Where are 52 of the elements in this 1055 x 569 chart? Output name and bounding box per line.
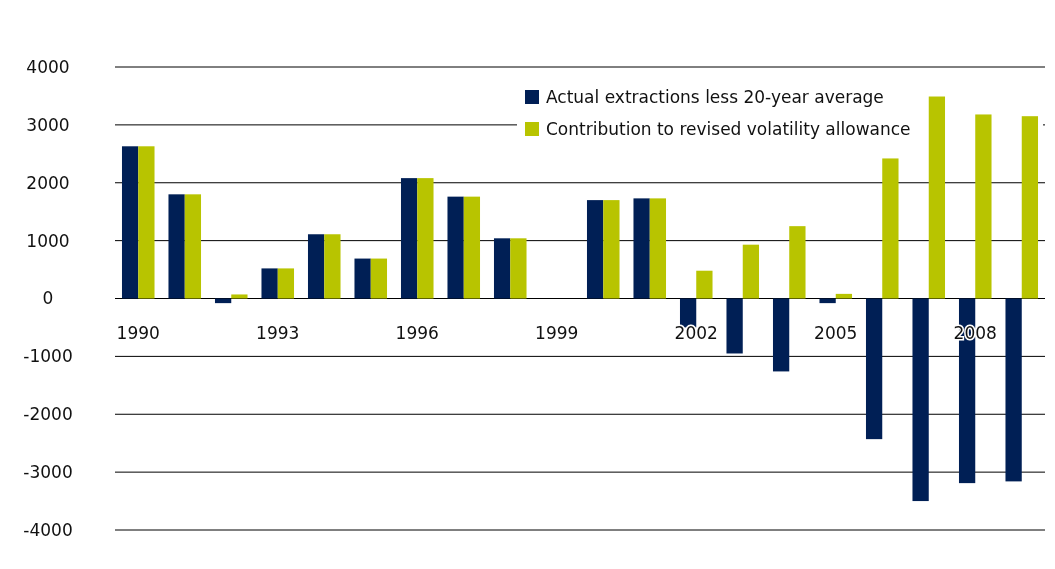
x-tick-label: 1990 (116, 322, 160, 343)
legend-label: Contribution to revised volatility allowance (546, 118, 911, 139)
y-tick-label: 1000 (26, 230, 70, 251)
y-tick-label: 3000 (26, 114, 70, 135)
bar (928, 96, 946, 299)
bar (975, 114, 992, 299)
y-tick-label: -4000 (23, 519, 73, 540)
bar (835, 293, 853, 299)
y-tick-label: 0 (42, 288, 54, 309)
x-tick-label: 1999 (535, 322, 579, 343)
bar (168, 194, 185, 299)
bar (726, 298, 743, 354)
bar (603, 200, 620, 299)
bar (447, 196, 464, 299)
bar (184, 194, 202, 299)
bar (417, 178, 434, 299)
x-tick-label: 1996 (395, 322, 439, 343)
bar (138, 146, 155, 299)
bar (463, 196, 481, 299)
bar (370, 258, 388, 299)
bar (400, 178, 418, 299)
bar (912, 298, 929, 502)
bar (1005, 298, 1022, 482)
x-tick-label: 2002 (674, 322, 718, 343)
x-tick-label: 2005 (814, 322, 858, 343)
bar (865, 298, 883, 440)
bar (772, 298, 790, 372)
bar (354, 258, 371, 299)
bar (307, 234, 325, 299)
y-tick-label: -3000 (23, 462, 73, 483)
bar (742, 244, 760, 299)
bar (789, 226, 806, 299)
y-tick-label: -2000 (23, 404, 73, 425)
bar (696, 270, 713, 299)
bar (121, 146, 139, 299)
bar (324, 234, 341, 299)
y-tick-label: 4000 (26, 56, 70, 77)
bar (649, 198, 667, 299)
bar (231, 294, 248, 299)
bar (493, 238, 511, 299)
bar (277, 268, 295, 299)
y-tick-label: 2000 (26, 172, 70, 193)
bar (510, 238, 527, 299)
bar (633, 198, 650, 299)
y-tick-label: -1000 (23, 346, 73, 367)
bar (819, 298, 836, 304)
bar (261, 268, 278, 299)
bar (1021, 116, 1039, 299)
bar (586, 200, 604, 299)
x-tick-label: 1993 (256, 322, 300, 343)
bar (882, 158, 899, 299)
legend-label: Actual extractions less 20-year average (546, 86, 884, 107)
